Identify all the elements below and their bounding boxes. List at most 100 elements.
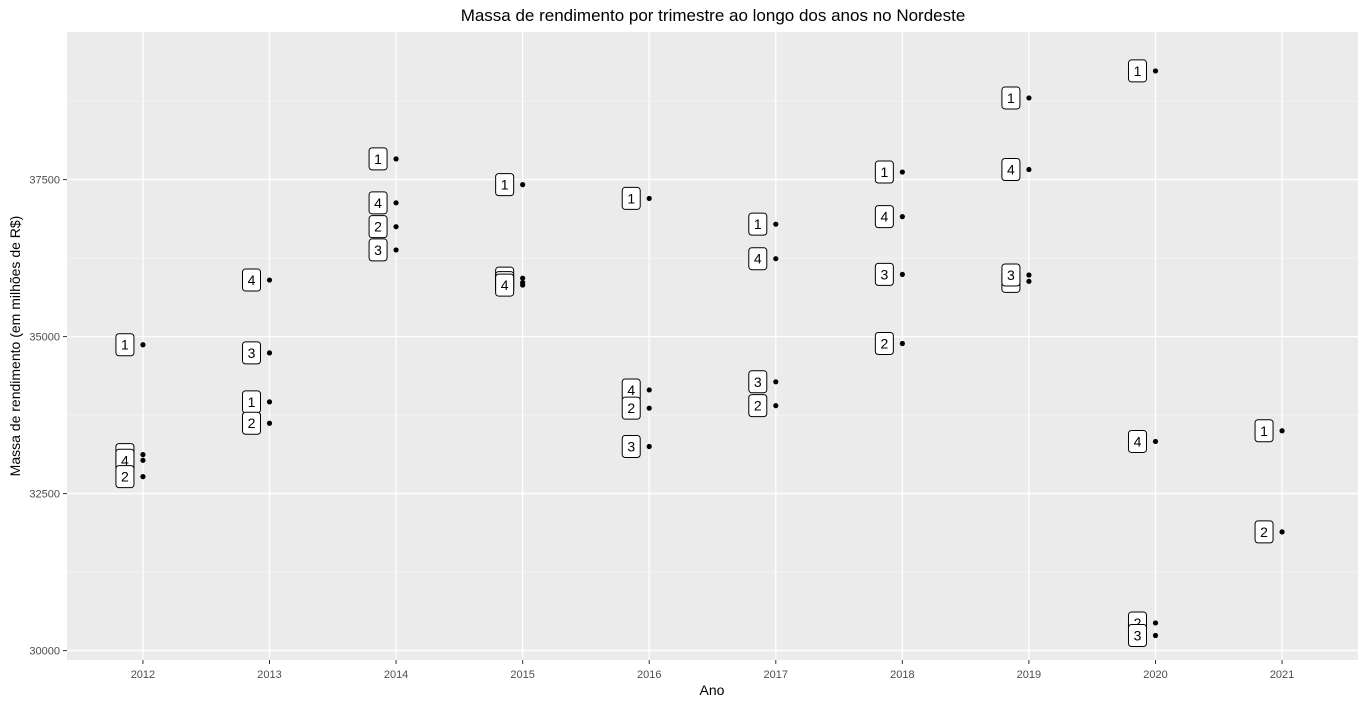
data-point — [773, 403, 779, 409]
data-point — [1279, 428, 1285, 434]
data-label-box — [1127, 624, 1147, 648]
chart-title: Massa de rendimento por trimestre ao lon… — [460, 6, 966, 25]
data-label-text: 4 — [248, 272, 256, 288]
data-label-box — [1001, 86, 1021, 110]
data-point — [520, 182, 526, 188]
x-tick-label: 2016 — [637, 669, 661, 681]
data-point — [1152, 620, 1159, 626]
data-label-text: 2 — [374, 219, 382, 235]
grid-major — [67, 32, 1358, 660]
data-point — [773, 379, 779, 385]
data-label-box — [1001, 263, 1021, 287]
data-label-text: 2 — [880, 335, 888, 351]
y-tick-label: 37500 — [29, 175, 60, 187]
data-label: 2 — [874, 331, 894, 355]
data-label-box — [748, 394, 768, 418]
data-point — [773, 256, 779, 262]
data-label-text: 3 — [880, 266, 888, 282]
data-label: 1 — [621, 186, 641, 210]
data-label-text: 1 — [880, 164, 888, 180]
x-tick-label: 2012 — [131, 669, 155, 681]
data-point — [1026, 166, 1032, 173]
data-label: 4 — [368, 191, 388, 215]
x-tick-label: 2013 — [257, 669, 281, 681]
data-label: 4 — [748, 247, 768, 271]
data-label-text: 3 — [374, 242, 382, 258]
data-label-text: 2 — [248, 415, 256, 431]
data-label: 1 — [748, 212, 768, 236]
data-label-text: 1 — [121, 337, 129, 353]
data-label: 3 — [1127, 624, 1147, 648]
data-point — [1026, 95, 1032, 101]
data-label: 4 — [874, 205, 894, 229]
y-axis: 30000 32500 35000 37500 — [29, 175, 67, 658]
data-label-box — [368, 215, 388, 239]
data-label-box — [495, 173, 515, 197]
data-label-text: 2 — [1134, 615, 1142, 631]
data-label: 2 — [1254, 520, 1274, 544]
data-label: 3 — [242, 341, 262, 365]
data-point — [1279, 529, 1285, 535]
data-label-box — [368, 238, 388, 262]
data-point — [140, 457, 146, 463]
data-label-text: 2 — [121, 469, 129, 485]
data-label: 1 — [115, 333, 135, 357]
data-point — [140, 474, 146, 480]
data-label: 3 — [748, 370, 768, 394]
data-label: 2 — [748, 394, 768, 418]
plot-panel — [67, 32, 1358, 660]
data-label: 3 — [1001, 263, 1021, 287]
data-point — [393, 247, 399, 253]
data-label: 4 — [242, 268, 262, 292]
data-point — [773, 221, 779, 227]
data-label-text: 1 — [627, 190, 635, 206]
data-label-box — [874, 205, 894, 229]
data-point — [899, 340, 905, 347]
x-axis-title: Ano — [700, 682, 725, 698]
data-labels: 13424312142313241423143214321423142312 — [115, 59, 1274, 648]
data-label: 1 — [874, 160, 894, 184]
data-label: 3 — [874, 262, 894, 286]
data-point — [140, 342, 146, 348]
data-point — [646, 405, 652, 411]
data-point — [1152, 438, 1159, 445]
data-label-box — [368, 191, 388, 215]
data-label-box — [621, 396, 641, 420]
data-label: 1 — [1254, 419, 1274, 443]
data-label: 3 — [621, 434, 641, 458]
x-tick-label: 2021 — [1270, 669, 1294, 681]
data-point — [520, 275, 526, 281]
data-label-text: 3 — [1007, 267, 1015, 283]
data-point — [140, 452, 146, 458]
data-label-box — [748, 370, 768, 394]
data-label: 2 — [621, 396, 641, 420]
data-label: 1 — [1127, 59, 1147, 83]
data-label-text: 4 — [1134, 433, 1142, 449]
data-point — [520, 282, 526, 288]
x-tick-label: 2019 — [1017, 669, 1041, 681]
data-point — [393, 156, 399, 162]
data-label-text: 4 — [121, 452, 129, 468]
data-label-text: 2 — [1260, 524, 1268, 540]
data-label-box — [874, 160, 894, 184]
data-point — [1026, 272, 1032, 278]
data-label-box — [621, 186, 641, 210]
x-tick-label: 2015 — [510, 669, 534, 681]
grid-minor — [67, 100, 1358, 573]
data-label-text: 1 — [1134, 63, 1142, 79]
data-label-text: 1 — [501, 177, 509, 193]
y-tick-label: 32500 — [29, 489, 60, 501]
data-label: 2 — [368, 215, 388, 239]
data-point — [899, 271, 905, 278]
data-label-text: 4 — [754, 251, 762, 267]
data-label: 4 — [1001, 158, 1021, 182]
data-label-box — [1127, 59, 1147, 83]
data-label-box — [748, 212, 768, 236]
data-point — [899, 169, 905, 175]
data-label: 1 — [495, 173, 515, 197]
data-label-text: 1 — [1007, 90, 1015, 106]
x-axis: 2012 2013 2014 2015 2016 2017 2018 2019 2020 2021 — [131, 660, 1294, 681]
data-label-text: 1 — [754, 216, 762, 232]
data-label-text: 3 — [1134, 628, 1142, 644]
data-point — [393, 200, 399, 206]
